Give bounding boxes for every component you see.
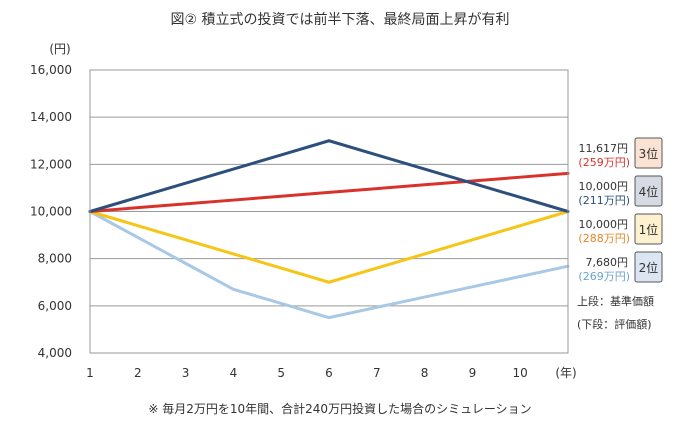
x-tick-label: 10: [513, 366, 528, 380]
y-tick-label: 8,000: [38, 252, 72, 266]
x-tick-label: 9: [469, 366, 477, 380]
footnote: ※ 毎月2万円を10年間、合計240万円投資した場合のシミュレーション: [148, 401, 531, 416]
rank-label: 2位: [639, 260, 659, 275]
x-tick-label: 3: [182, 366, 190, 380]
legend-note-lower: (下段：評価額): [577, 317, 652, 331]
x-tick-label: 1: [86, 366, 94, 380]
y-tick-labels: 4,000 6,000 8,000 10,000 12,000 14,000 16,000: [30, 63, 72, 360]
rank-badge: [634, 137, 663, 169]
annotation-1: 11,617円(259万円) 3位: [578, 137, 663, 169]
annotation-valuation: (211万円): [578, 194, 630, 207]
annotation-price: 11,617円: [579, 142, 629, 155]
chart-title: 図② 積立式の投資では前半下落、最終局面上昇が有利: [171, 11, 510, 28]
annotation-price: 10,000円: [579, 218, 629, 231]
rank-label: 4位: [639, 184, 659, 199]
x-axis-unit-label: (年): [555, 366, 576, 380]
x-tick-label: 2: [134, 366, 142, 380]
rank-badge: [634, 213, 663, 245]
annotation-4: 7,680円(269万円) 2位: [578, 251, 663, 283]
x-tick-label: 7: [373, 366, 381, 380]
series-line-fall-then-rise: [88, 210, 570, 284]
legend-note-upper: 上段：基準価額: [577, 294, 654, 308]
y-tick-label: 6,000: [38, 299, 72, 313]
rank-label: 1位: [639, 222, 659, 237]
x-tick-label: 4: [230, 366, 238, 380]
x-tick-labels: 1 2 3 4 5 6 7 8 9 10: [86, 366, 528, 380]
series-line-steady-rise: [88, 171, 570, 213]
series-lines: [88, 139, 570, 320]
rank-badge: [634, 175, 663, 207]
x-tick-label: 6: [325, 366, 333, 380]
annotation-valuation: (288万円): [578, 232, 630, 245]
y-tick-label: 14,000: [30, 110, 72, 124]
annotation-valuation: (269万円): [578, 270, 630, 283]
annotation-2: 10,000円(211万円) 4位: [578, 175, 663, 207]
y-axis-unit-label: (円): [49, 42, 70, 56]
plot-frame: [89, 69, 569, 354]
rank-badge: [634, 251, 663, 283]
y-tick-label: 12,000: [30, 157, 72, 171]
series-line-deep-fall-partial-recovery: [88, 210, 570, 320]
y-tick-label: 10,000: [30, 205, 72, 219]
annotation-valuation: (259万円): [578, 156, 630, 169]
annotation-price: 10,000円: [579, 180, 629, 193]
y-tick-label: 4,000: [38, 346, 72, 360]
x-tick-label: 8: [421, 366, 429, 380]
x-tick-label: 5: [277, 366, 285, 380]
gridlines: [90, 69, 568, 354]
series-line-rise-then-fall: [88, 139, 570, 213]
annotation-3: 10,000円(288万円) 1位: [578, 213, 663, 245]
rank-label: 3位: [639, 146, 659, 161]
y-tick-label: 16,000: [30, 63, 72, 77]
annotation-price: 7,680円: [586, 256, 629, 269]
end-value-annotations: 11,617円(259万円)3位10,000円(211万円)4位10,000円(…: [578, 137, 663, 283]
